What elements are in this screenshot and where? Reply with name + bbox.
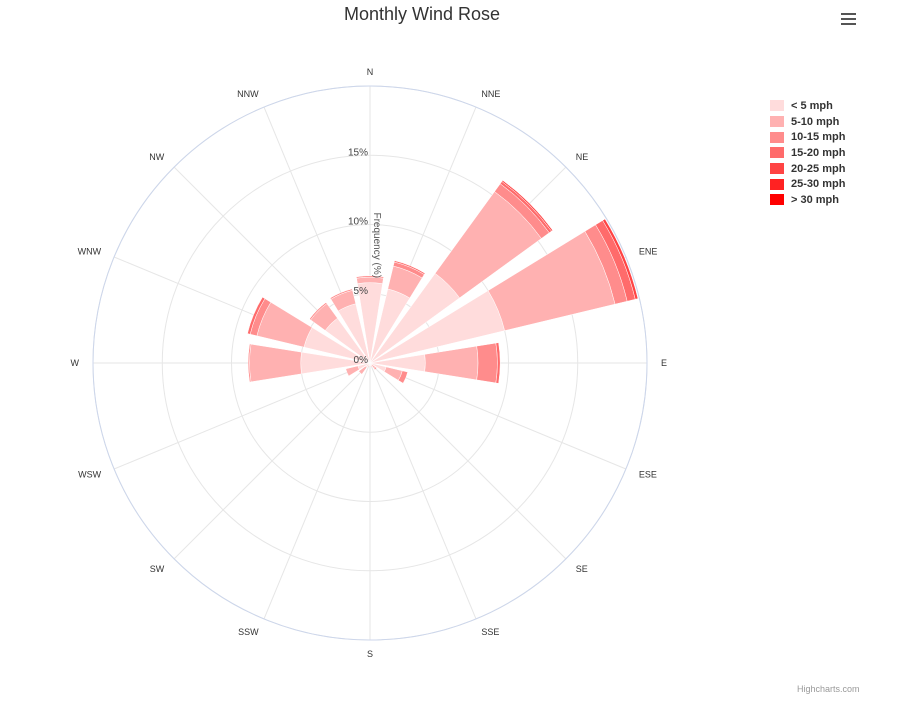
bar-segment[interactable] [424,345,479,381]
legend-swatch [770,178,784,190]
bar-segment[interactable] [356,275,384,279]
y-tick-labels: 0% 5% 10% 15% [348,147,368,366]
legend-item[interactable]: < 5 mph [770,98,845,114]
bar-segment[interactable] [373,366,378,371]
bar-segment[interactable] [397,370,409,384]
direction-label: E [661,358,667,368]
direction-label: W [71,358,80,368]
direction-label: NNW [237,89,259,99]
legend-label: 15-20 mph [791,146,846,159]
legend-swatch [770,100,784,112]
direction-label: SE [576,564,588,574]
chart-title: Monthly Wind Rose [343,4,501,24]
bar-segment[interactable] [476,342,498,384]
legend-label: 5-10 mph [791,115,840,128]
legend-item[interactable]: 15-20 mph [770,145,845,161]
bar-segment[interactable] [495,342,501,384]
bar-segment[interactable] [247,343,252,383]
direction-label: WSW [78,469,101,479]
bar-segment[interactable] [602,218,639,300]
hamburger-menu-icon[interactable] [838,10,860,28]
direction-label: NE [576,152,589,162]
direction-label: NNE [481,89,500,99]
credits-link[interactable]: Highcharts.com [797,684,860,694]
bar-segment[interactable] [309,302,328,321]
direction-label: N [367,67,374,77]
bar-segment[interactable] [393,260,426,275]
y-tick-label: 0% [354,355,369,366]
grid-spoke [369,362,567,560]
legend-label: 20-25 mph [791,162,846,175]
legend-item[interactable]: > 30 mph [770,192,845,208]
bar-segment[interactable] [249,343,302,383]
legend-label: > 30 mph [791,193,839,206]
legend-label: < 5 mph [791,99,833,112]
y-axis-label: Frequency (%) [371,212,382,278]
legend-item[interactable]: 20-25 mph [770,161,845,177]
direction-label: ENE [639,247,658,257]
legend-label: 25-30 mph [791,178,846,191]
bars [247,180,639,384]
legend-item[interactable]: 5-10 mph [770,114,845,130]
direction-label: ESE [639,469,657,479]
bar-segment[interactable] [247,296,266,335]
bar-segment[interactable] [356,276,384,284]
legend-item[interactable]: 25-30 mph [770,176,845,192]
direction-label: SSW [238,627,259,637]
outer-circle [92,85,648,641]
y-tick-label: 5% [354,286,369,297]
grid-spoke [113,362,371,470]
grid-spoke [369,362,627,470]
bar-segment[interactable] [345,365,360,377]
legend-swatch [770,147,784,159]
direction-label: NW [149,152,164,162]
bar-segment[interactable] [501,180,553,232]
direction-labels: N NNE NE ENE E ESE SE SSE S SSW SW WSW W WNW NW NNW [71,67,668,659]
bar-segment[interactable] [329,288,353,300]
y-tick-label: 10% [348,217,368,228]
legend-swatch [770,194,784,206]
legend-item[interactable]: 10-15 mph [770,129,845,145]
legend-swatch [770,163,784,175]
grid-spoke [173,362,371,560]
direction-label: S [367,649,373,659]
legend-label: 10-15 mph [791,131,846,144]
direction-label: WNW [78,247,102,257]
legend-swatch [770,116,784,128]
grid-spoke [263,362,371,620]
legend: < 5 mph 5-10 mph 10-15 mph 15-20 mph 20-25 m… [770,98,845,208]
direction-label: SW [150,564,165,574]
y-tick-label: 15% [348,147,368,158]
direction-label: SSE [481,627,499,637]
legend-swatch [770,131,784,143]
grid-spoke [369,362,477,620]
bar-segment[interactable] [358,365,368,375]
